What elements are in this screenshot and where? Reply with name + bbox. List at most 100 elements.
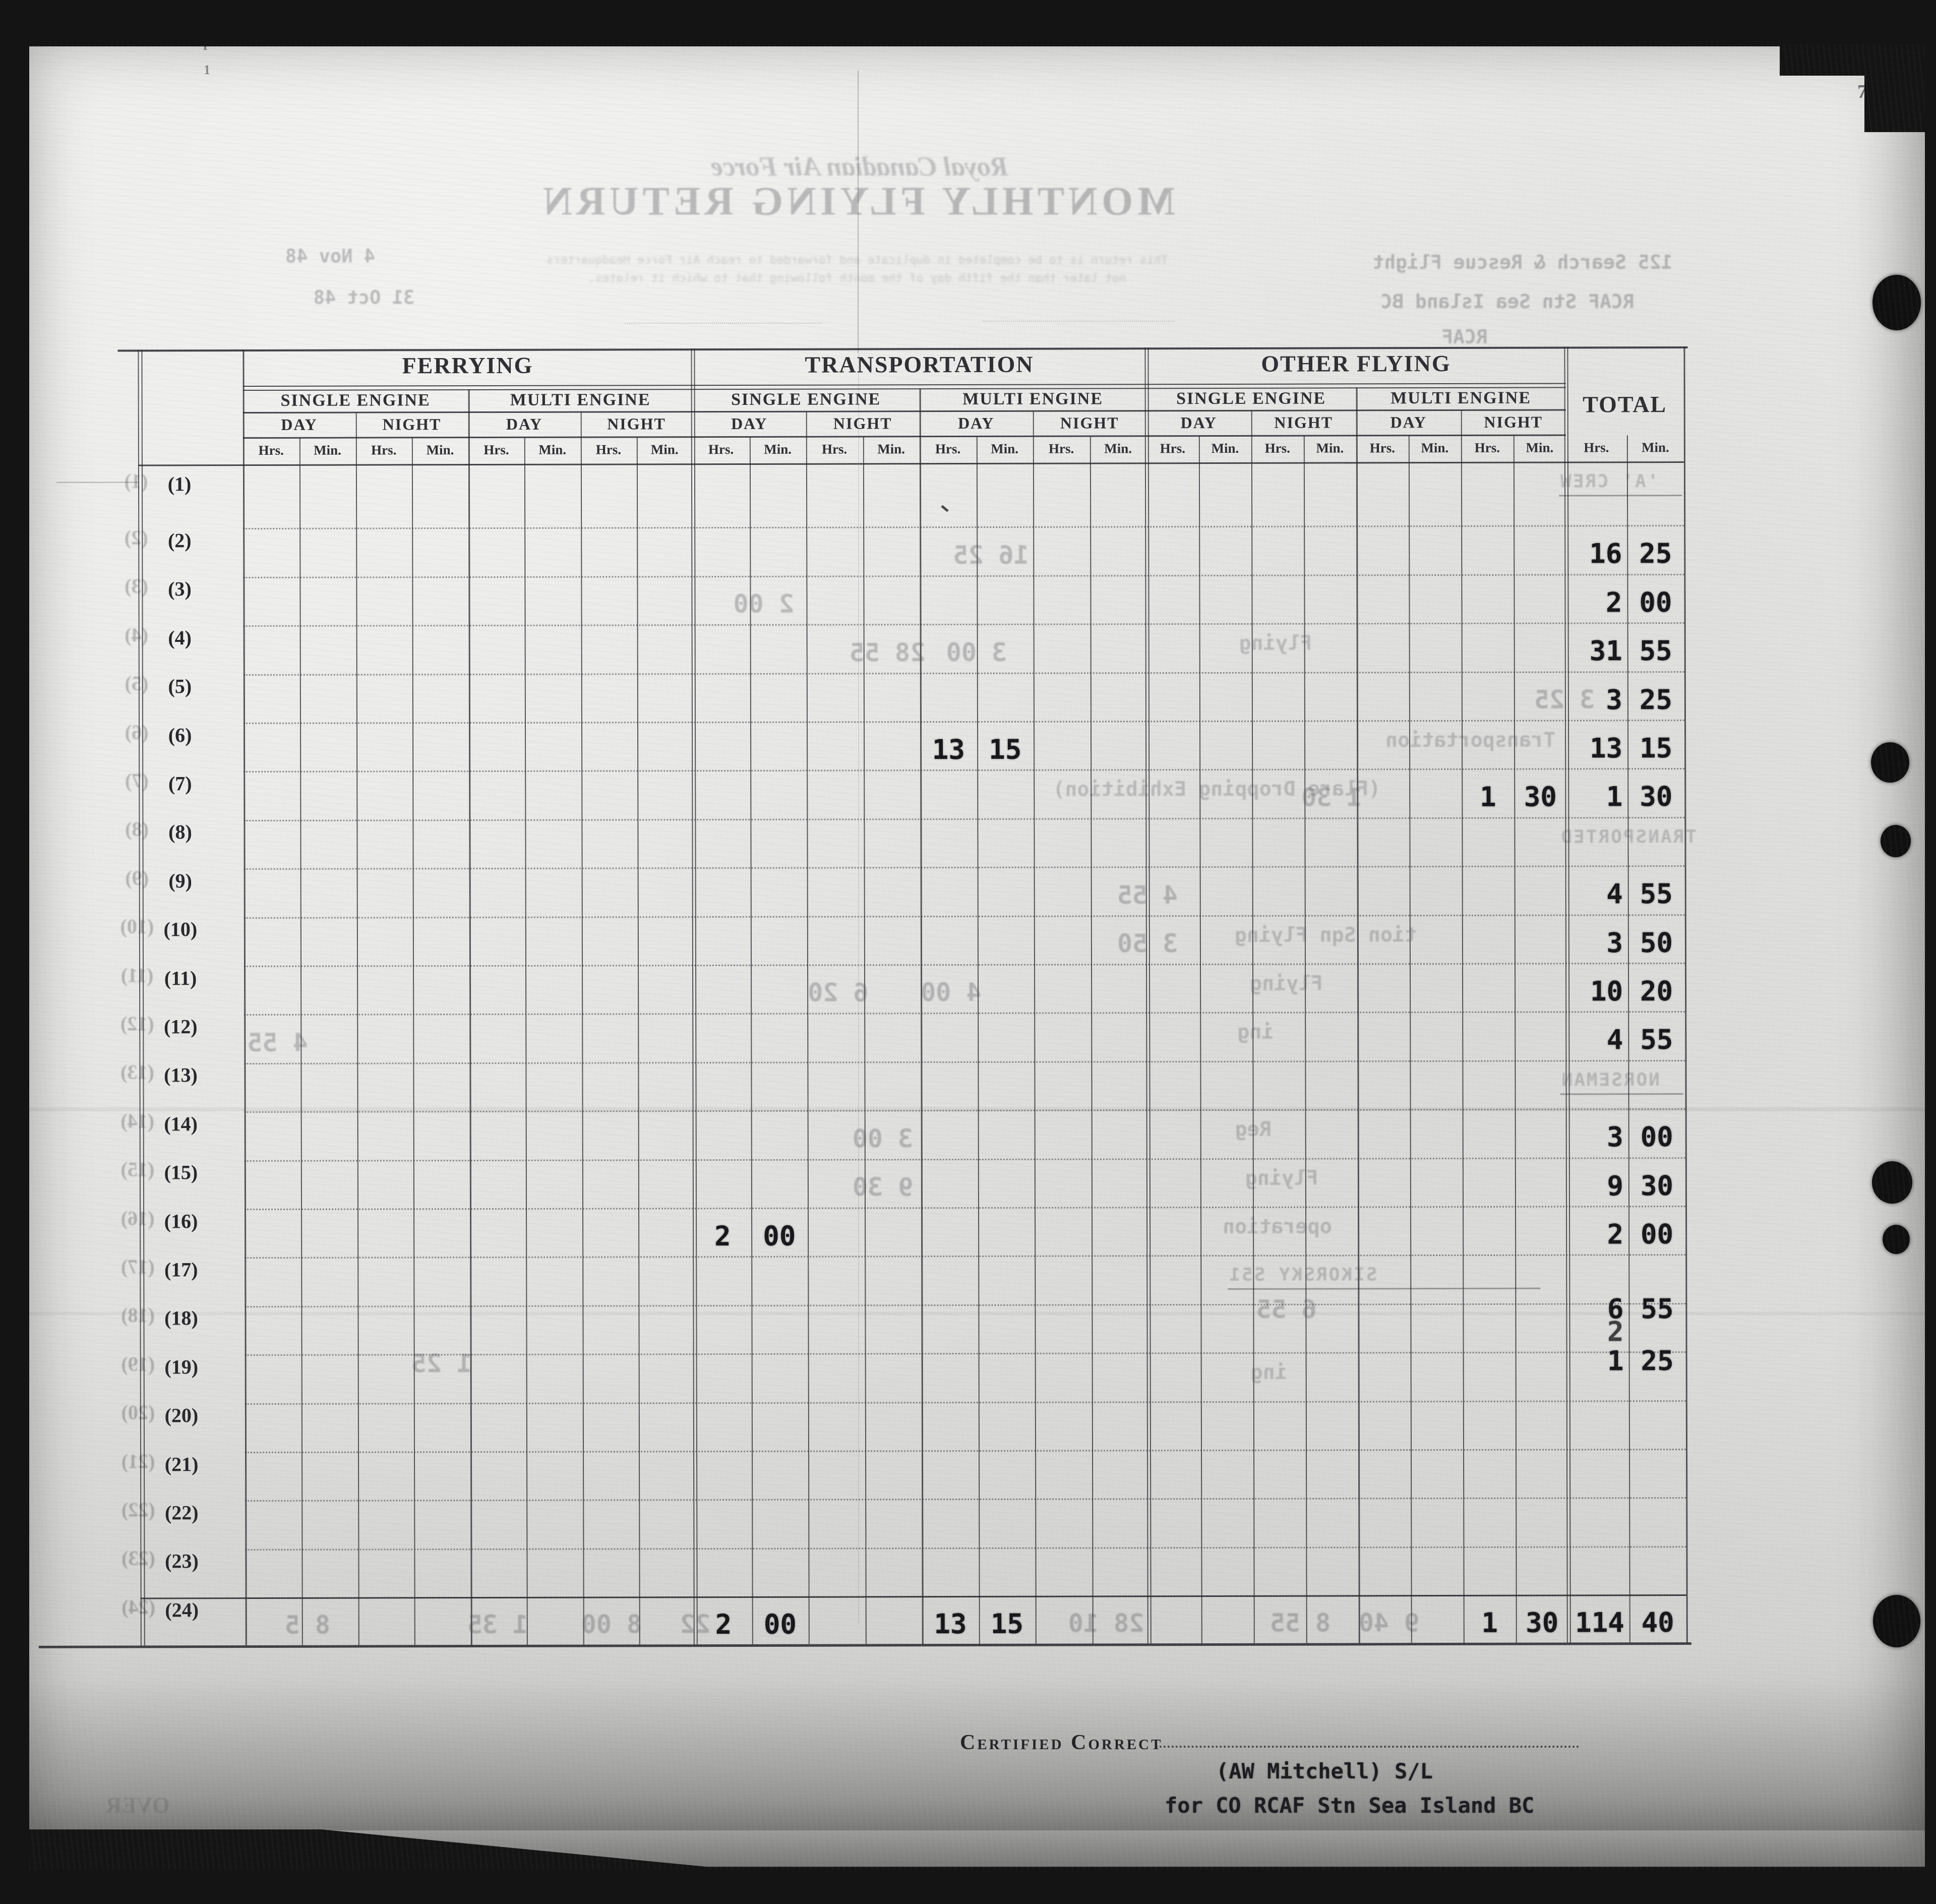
ghost-unit-line3: RCAF [1441, 326, 1488, 348]
ghost-word: Flying [1250, 972, 1323, 995]
section-header: FERRYING [402, 352, 533, 378]
signature-name: (AW Mitchell) S/L [1216, 1759, 1433, 1783]
ghost-value: 3 25 [1534, 685, 1595, 715]
flight-time-value: 1 [1481, 1606, 1498, 1639]
ghost-word: Transportation [1385, 728, 1556, 752]
row-number-ghost: (23) [122, 1546, 155, 1570]
ghost-value: 4 00 [921, 978, 982, 1007]
flight-time-value: 00 [1641, 1218, 1674, 1251]
unit-header: Min. [877, 441, 905, 456]
unit-header: Hrs. [1474, 440, 1500, 455]
flight-time-value: 30 [1524, 781, 1557, 813]
hole-punch [1871, 742, 1909, 783]
flight-time-value: 1 [1479, 781, 1496, 813]
flight-time-value: 4 [1606, 1024, 1623, 1056]
flight-time-value: 2 [1605, 586, 1622, 619]
flight-time-value: 15 [990, 1608, 1024, 1640]
row-number-ghost: (12) [120, 1012, 154, 1035]
ghost-form-rule [983, 321, 1175, 322]
flight-time-value: 31 [1589, 635, 1622, 667]
ghost-unit-line1: 125 Search & Rescue Flight [1372, 251, 1673, 273]
ghost-value: 8 5 [284, 1610, 331, 1640]
ghost-value: 4 55 [247, 1028, 308, 1057]
flight-time-value: 13 [1590, 732, 1623, 764]
engine-header: SINGLE ENGINE [280, 391, 431, 410]
hole-punch [1881, 825, 1911, 857]
flight-time-value: 55 [1640, 878, 1673, 910]
ghost-over-label: OVER [105, 1793, 170, 1818]
period-header: NIGHT [833, 413, 892, 433]
ghost-value: 8 00 [581, 1610, 642, 1639]
ghost-title-main: MONTHLY FLYING RETURN [539, 179, 1175, 224]
ghost-word: 'A' CREW [1558, 471, 1659, 492]
period-header: DAY [1180, 413, 1217, 432]
ghost-fineprint-line: not later than the fifth day of the mont… [588, 272, 1126, 285]
section-header: OTHER FLYING [1261, 350, 1451, 377]
flight-time-value: 4 [1606, 878, 1623, 910]
ghost-value: 9 40 [1358, 1608, 1420, 1638]
flight-time-value: 2 [1607, 1315, 1624, 1348]
signature-line [1156, 1746, 1579, 1748]
unit-header: Hrs. [595, 441, 622, 457]
unit-header: Min. [538, 442, 567, 457]
flight-time-value: 25 [1639, 683, 1672, 716]
row-number-ghost: (17) [120, 1255, 155, 1278]
unit-header: Hrs. [258, 442, 284, 458]
flight-time-value: 30 [1640, 781, 1673, 813]
unit-header: Hrs. [708, 441, 734, 457]
row-number-ghost: (3) [125, 574, 148, 598]
ghost-value: 16 25 [953, 540, 1029, 570]
period-header: DAY [1390, 412, 1427, 431]
total-header: TOTAL [1583, 391, 1667, 417]
flight-time-value: 1 [1606, 781, 1623, 813]
row-number-ghost: (6) [125, 720, 149, 744]
flight-time-value: 00 [763, 1220, 796, 1252]
flight-time-value: 13 [934, 1608, 967, 1640]
scan-border-left [0, 0, 29, 1904]
unit-header: Min. [1641, 439, 1669, 455]
row-number-ghost: (16) [120, 1206, 155, 1230]
flight-time-value: 2 [1607, 1218, 1624, 1251]
flight-time-value: 55 [1639, 635, 1672, 667]
period-header: DAY [506, 414, 543, 433]
unit-header: Min. [1211, 440, 1239, 456]
ghost-value: 4 55 [1117, 880, 1178, 910]
engine-header: MULTI ENGINE [510, 390, 651, 409]
period-header: DAY [958, 413, 995, 432]
flight-time-value: 00 [1640, 1121, 1673, 1153]
row-number-ghost: (15) [120, 1158, 155, 1181]
unit-header: Min. [1316, 440, 1344, 456]
unit-header: Hrs. [821, 441, 848, 457]
ghost-value: 6 20 [808, 978, 869, 1008]
flight-time-value: 50 [1640, 926, 1673, 959]
ghost-word: Flying [1239, 631, 1312, 656]
flight-time-value: 00 [1639, 586, 1672, 618]
paper-crease [858, 71, 859, 353]
unit-header: Hrs. [1160, 440, 1186, 456]
flight-time-value: 00 [763, 1608, 797, 1640]
unit-header: Min. [426, 442, 454, 457]
flight-time-value: 40 [1641, 1606, 1674, 1638]
row-number-ghost: (14) [120, 1109, 155, 1133]
flight-time-value: 20 [1640, 975, 1673, 1007]
ghost-word: ing [1250, 1360, 1288, 1385]
ghost-value: 3 00 [946, 637, 1007, 667]
unit-header: Hrs. [483, 442, 509, 457]
ghost-word: NORSEMAN [1560, 1069, 1660, 1091]
hole-punch [1873, 1595, 1920, 1647]
scan-border-top [0, 0, 1936, 46]
ghost-value: 2 00 [733, 589, 794, 619]
section-header: TRANSPORTATION [805, 351, 1034, 378]
flight-time-value: 10 [1590, 975, 1623, 1007]
ghost-underline [1559, 495, 1682, 497]
ghost-form-rule [625, 323, 822, 324]
unit-header: Min. [1104, 440, 1132, 456]
flight-time-value: 3 [1606, 926, 1623, 959]
ghost-word: (Flare Dropping Exhibition) [1053, 777, 1381, 802]
row-number-ghost: (11) [120, 963, 154, 987]
row-number-ghost: (2) [124, 526, 148, 549]
flight-time-value: 25 [1641, 1345, 1674, 1377]
hole-punch [1883, 1225, 1910, 1254]
ghost-value: 3 50 [1117, 929, 1178, 959]
row-number-ghost: (7) [125, 769, 149, 792]
